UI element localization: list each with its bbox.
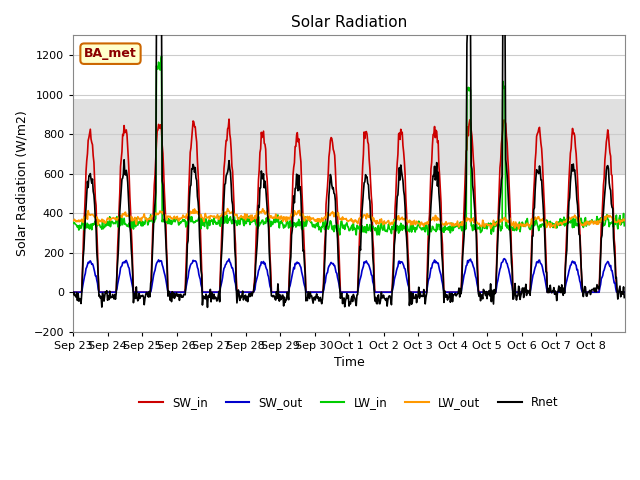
Rnet — [407, 289, 415, 295]
Rnet — [620, 295, 628, 300]
LW_out — [263, 208, 271, 214]
LW_in — [336, 232, 344, 238]
SW_in — [263, 176, 271, 182]
X-axis label: Time: Time — [333, 356, 364, 369]
LW_out — [437, 219, 445, 225]
Rnet — [285, 297, 292, 302]
SW_out — [236, 289, 243, 295]
Rnet — [69, 291, 77, 297]
Line: SW_out: SW_out — [73, 259, 624, 292]
LW_in — [236, 222, 244, 228]
LW_out — [69, 218, 77, 224]
SW_out — [620, 289, 628, 295]
Text: BA_met: BA_met — [84, 47, 137, 60]
LW_in — [407, 220, 415, 226]
LW_in — [284, 220, 292, 226]
Rnet — [438, 250, 445, 256]
Line: Rnet: Rnet — [73, 4, 624, 307]
SW_in — [437, 200, 445, 206]
SW_in — [134, 289, 141, 295]
Line: LW_in: LW_in — [73, 56, 624, 235]
Line: SW_in: SW_in — [73, 119, 624, 292]
SW_out — [284, 289, 291, 295]
Rnet — [134, 298, 141, 304]
Rnet — [237, 293, 244, 299]
SW_out — [436, 270, 444, 276]
LW_out — [620, 217, 628, 223]
LW_in — [69, 220, 77, 226]
LW_in — [263, 218, 271, 224]
LW_out — [284, 215, 292, 220]
Legend: SW_in, SW_out, LW_in, LW_out, Rnet: SW_in, SW_out, LW_in, LW_out, Rnet — [134, 391, 564, 413]
Title: Solar Radiation: Solar Radiation — [291, 15, 407, 30]
LW_in — [134, 222, 141, 228]
LW_out — [134, 214, 141, 219]
Rnet — [264, 216, 271, 221]
SW_in — [284, 289, 292, 295]
SW_out — [500, 256, 508, 262]
SW_in — [225, 116, 233, 122]
LW_in — [620, 223, 628, 228]
LW_out — [224, 206, 232, 212]
Bar — [73, 98, 625, 174]
Y-axis label: Solar Radiation (W/m2): Solar Radiation (W/m2) — [15, 111, 28, 256]
LW_out — [515, 226, 522, 232]
SW_out — [262, 266, 270, 272]
LW_out — [236, 215, 244, 220]
Line: LW_out: LW_out — [73, 209, 624, 229]
SW_in — [69, 289, 77, 295]
LW_in — [157, 53, 165, 59]
SW_in — [406, 289, 414, 295]
SW_out — [69, 289, 77, 295]
LW_out — [406, 218, 414, 224]
SW_out — [406, 288, 413, 294]
SW_out — [134, 289, 141, 295]
Rnet — [204, 304, 211, 310]
SW_in — [620, 289, 628, 295]
LW_in — [438, 226, 445, 232]
SW_in — [236, 289, 244, 295]
Rnet — [157, 1, 164, 7]
